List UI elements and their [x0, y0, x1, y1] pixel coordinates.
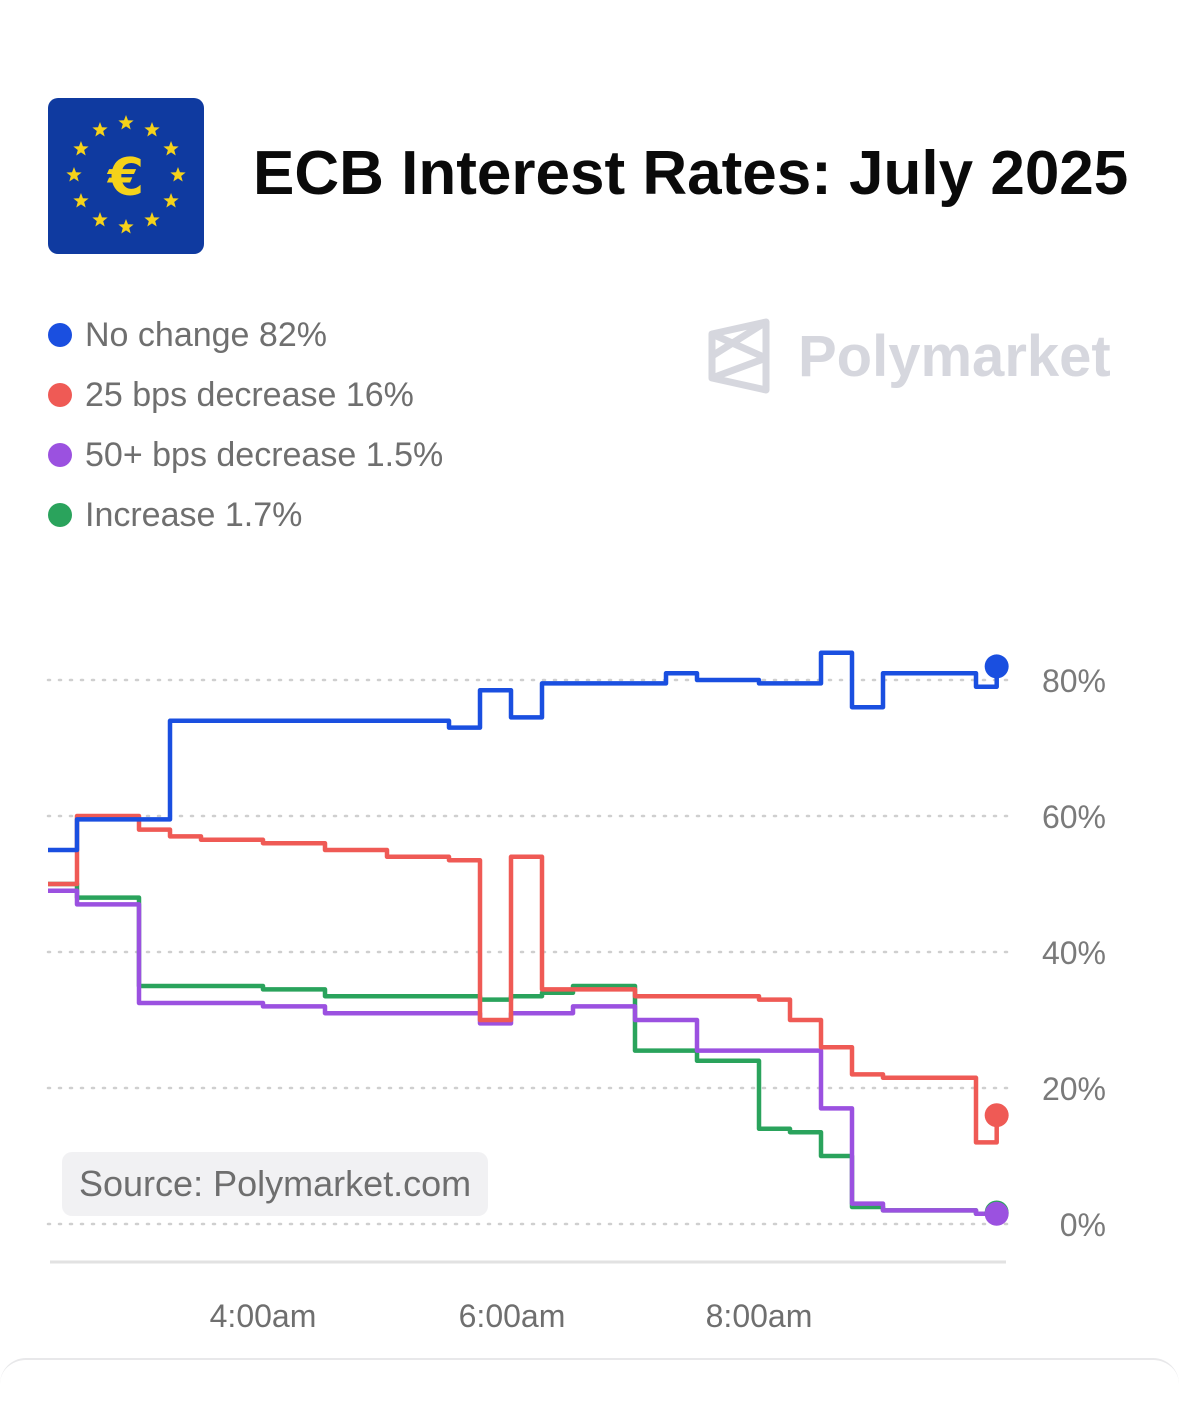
legend-item-no-change: No change 82% — [48, 305, 443, 365]
polymarket-logo-icon — [708, 318, 770, 394]
legend-item-50bps: 50+ bps decrease 1.5% — [48, 425, 443, 485]
series-endpoint — [984, 654, 1009, 679]
line-chart: 0% 20% 40% 60% 80% 4:00am 6:00am 8:00am — [46, 650, 1106, 1334]
flag-star — [92, 212, 108, 227]
series-line-25-bps-decrease — [48, 813, 999, 1145]
flag-star — [163, 141, 179, 156]
eu-flag-euro-icon: € — [48, 98, 204, 254]
y-tick-label: 80% — [1042, 663, 1106, 699]
flag-star — [73, 193, 89, 208]
flag-star — [66, 167, 82, 182]
y-tick-label: 60% — [1042, 799, 1106, 835]
legend-item-increase: Increase 1.7% — [48, 485, 443, 545]
flag-star — [118, 219, 134, 234]
legend-label: Increase 1.7% — [85, 495, 303, 534]
y-tick-label: 0% — [1060, 1207, 1106, 1243]
flag-star — [73, 141, 89, 156]
legend-dot-25bps — [48, 383, 72, 407]
legend-label: 25 bps decrease 16% — [85, 375, 414, 414]
series-line-50-bps-decrease — [48, 888, 997, 1217]
polymarket-watermark: Polymarket — [706, 318, 1111, 394]
source-label: Source: Polymarket.com — [62, 1152, 489, 1216]
eu-flag-graphic: € — [66, 115, 186, 234]
page-title: ECB Interest Rates: July 2025 — [253, 139, 1129, 208]
legend-dot-increase — [48, 503, 72, 527]
series-line-no-change — [48, 650, 999, 853]
series-endpoint — [984, 1201, 1009, 1226]
svg-text:€: € — [107, 148, 144, 208]
x-tick-label: 6:00am — [459, 1298, 566, 1334]
series-endpoint — [984, 1103, 1009, 1128]
bottom-sheet-handle[interactable] — [0, 1358, 1179, 1420]
y-tick-label: 20% — [1042, 1071, 1106, 1107]
flag-star — [144, 212, 160, 227]
legend-dot-50bps — [48, 443, 72, 467]
legend-label: No change 82% — [85, 315, 327, 354]
flag-star — [118, 115, 134, 130]
legend-label: 50+ bps decrease 1.5% — [85, 435, 444, 474]
y-tick-label: 40% — [1042, 935, 1106, 971]
chart-legend: No change 82% 25 bps decrease 16% 50+ bp… — [48, 305, 443, 545]
series-line-increase — [48, 881, 999, 1217]
x-tick-label: 4:00am — [210, 1298, 317, 1334]
watermark-brand: Polymarket — [798, 323, 1111, 389]
flag-star — [170, 167, 186, 182]
flag-star — [92, 121, 108, 137]
legend-dot-no-change — [48, 323, 72, 347]
x-tick-label: 8:00am — [706, 1298, 813, 1334]
flag-star — [144, 121, 160, 137]
flag-star — [163, 193, 179, 208]
legend-item-25bps: 25 bps decrease 16% — [48, 365, 443, 425]
